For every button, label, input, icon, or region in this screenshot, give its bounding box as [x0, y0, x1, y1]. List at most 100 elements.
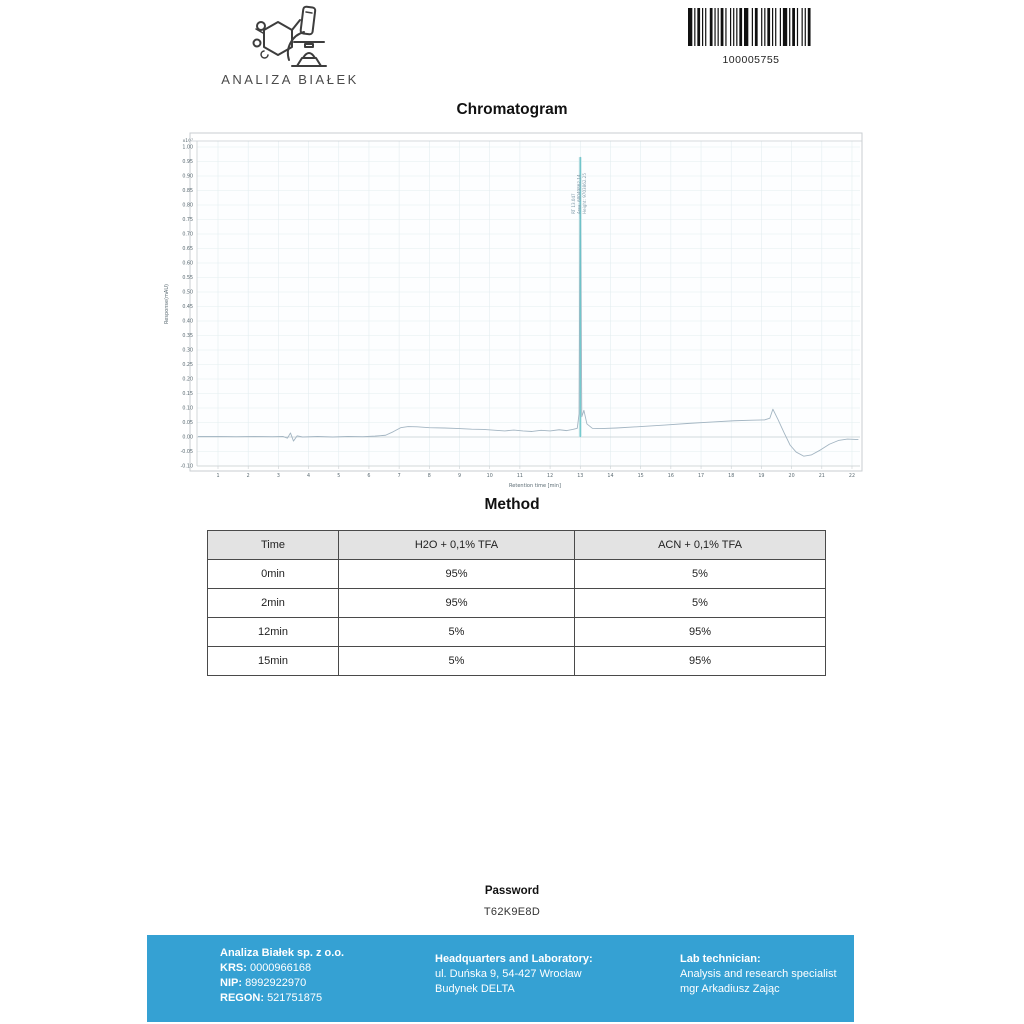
footer-headquarters: Headquarters and Laboratory: ul. Duńska … [435, 952, 593, 997]
y-tick-label: 0.60 [182, 261, 193, 267]
barcode-bar [688, 8, 693, 46]
hq-address: ul. Duńska 9, 54-427 Wrocław [435, 968, 582, 980]
signal-curve [197, 156, 859, 457]
y-tick-label: 0.10 [182, 406, 193, 412]
barcode-bar [804, 8, 806, 46]
y-tick-label: 1.00 [182, 145, 193, 151]
chart-frame [189, 132, 863, 472]
table-header-row: Time H2O + 0,1% TFA ACN + 0,1% TFA [207, 530, 826, 560]
barcode-bar [733, 8, 735, 46]
y-tick-label: 0.15 [182, 391, 193, 397]
x-tick-label: 17 [698, 473, 704, 479]
tech-name: mgr Arkadiusz Zając [680, 983, 780, 995]
hq-label: Headquarters and Laboratory: [435, 953, 593, 965]
company-regon: REGON: 521751875 [220, 992, 323, 1004]
x-tick-label: 7 [398, 473, 401, 479]
barcode-bar [754, 8, 758, 46]
plot-background [197, 141, 860, 466]
footer: Analiza Białek sp. z o.o. KRS: 000096616… [147, 935, 854, 1022]
cell-time: 15min [207, 646, 339, 676]
y-tick-label: 0.00 [182, 435, 193, 441]
x-tick-label: 8 [428, 473, 431, 479]
cell-acn: 5% [574, 559, 826, 589]
y-tick-label: 0.95 [182, 159, 193, 165]
barcode-bar [767, 8, 771, 46]
x-tick-label: 11 [517, 473, 523, 479]
cell-time: 0min [207, 559, 339, 589]
y-tick-label: 0.35 [182, 333, 193, 339]
y-tick-label: 0.30 [182, 348, 193, 354]
barcode-bar [697, 8, 701, 46]
y-tick-label: 0.70 [182, 232, 193, 238]
y-tick-label: 0.20 [182, 377, 193, 383]
x-tick-label: 9 [458, 473, 461, 479]
barcode-bar [801, 8, 803, 46]
barcode-block: 100005755 [688, 8, 814, 66]
x-axis-title: Retention time [min] [509, 483, 561, 489]
x-tick-label: 21 [819, 473, 825, 479]
table-row: 15min 5% 95% [207, 646, 826, 676]
barcode-bar [714, 8, 716, 46]
y-tick-label: 0.65 [182, 246, 193, 252]
x-tick-label: 15 [638, 473, 644, 479]
peak-annotation: RT 13.047 [571, 193, 576, 214]
footer-lab-technician: Lab technician: Analysis and research sp… [680, 952, 837, 997]
y-tick-label: 0.40 [182, 319, 193, 325]
company-logo: ANALIZA BIAŁEK [215, 2, 365, 87]
y-tick-label: 0.50 [182, 290, 193, 296]
logo-text: ANALIZA BIAŁEK [221, 72, 359, 87]
barcode-image [688, 8, 811, 46]
cell-h2o: 95% [338, 559, 575, 589]
barcode-bar [725, 8, 727, 46]
password-value: T62K9E8D [483, 906, 541, 918]
cell-h2o: 95% [338, 588, 575, 618]
barcode-bar [702, 8, 704, 46]
method-title: Method [484, 496, 540, 513]
cell-acn: 95% [574, 617, 826, 647]
barcode-bar [779, 8, 781, 46]
footer-company-info: Analiza Białek sp. z o.o. KRS: 000096616… [220, 946, 344, 1006]
x-tick-label: 16 [668, 473, 674, 479]
tech-role: Analysis and research specialist [680, 968, 837, 980]
x-tick-label: 10 [487, 473, 493, 479]
x-tick-label: 4 [307, 473, 310, 479]
cell-time: 12min [207, 617, 339, 647]
tech-label: Lab technician: [680, 953, 761, 965]
company-nip: NIP: 8992922970 [220, 977, 307, 989]
barcode-bar [772, 8, 774, 46]
company-name: Analiza Białek sp. z o.o. [220, 947, 345, 959]
password-label: Password [484, 885, 540, 897]
peak-annotation: Height: 9703862.25 [582, 173, 587, 214]
barcode-bar [751, 8, 753, 46]
header-time: Time [207, 530, 339, 560]
cell-time: 2min [207, 588, 339, 618]
table-row: 0min 95% 5% [207, 559, 826, 589]
x-tick-label: 19 [758, 473, 764, 479]
barcode-bar [730, 8, 732, 46]
x-tick-label: 2 [247, 473, 250, 479]
x-tick-label: 13 [577, 473, 583, 479]
y-tick-label: 0.25 [182, 362, 193, 368]
barcode-bar [775, 8, 777, 46]
y-tick-label: 0.90 [182, 174, 193, 180]
y-tick-label: 0.75 [182, 217, 193, 223]
x-tick-label: 22 [849, 473, 855, 479]
barcode-bar [796, 8, 799, 46]
chromatogram-title: Chromatogram [456, 101, 568, 118]
barcode-bar [736, 8, 738, 46]
cell-acn: 5% [574, 588, 826, 618]
peak-annotation: Area: 68049862.14 [576, 174, 581, 214]
x-tick-label: 12 [547, 473, 553, 479]
y-tick-label: -0.10 [181, 464, 193, 470]
chromatogram-chart: 1 2 3 4 5 6 7 8 9 10 11 12 13 14 15 16 17 18 19 20 21 22 1.00 0… [160, 128, 872, 496]
barcode-bar [761, 8, 763, 46]
barcode-bar [792, 8, 795, 46]
barcode-bar [789, 8, 791, 46]
y-tick-label: 0.85 [182, 188, 193, 194]
x-tick-label: 18 [728, 473, 734, 479]
barcode-bar [705, 8, 707, 46]
y-tick-label: 0.55 [182, 275, 193, 281]
y-scale-label: x10⁷ [183, 138, 194, 144]
barcode-bar [717, 8, 719, 46]
